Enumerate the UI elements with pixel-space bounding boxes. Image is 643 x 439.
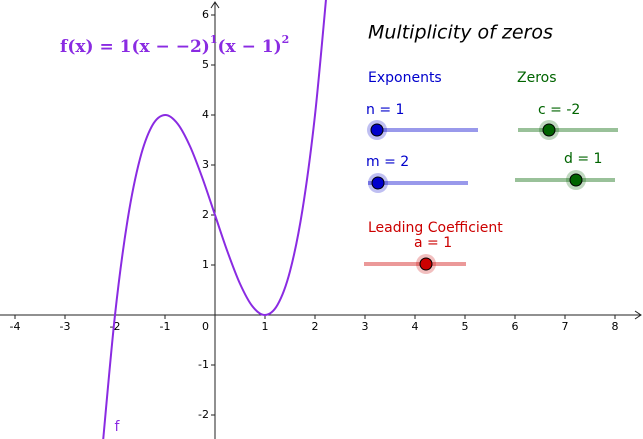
y-tick-label: -2 bbox=[198, 408, 209, 421]
slider-label: a = 1 bbox=[414, 235, 452, 251]
x-tick-label: 7 bbox=[562, 320, 569, 333]
slider[interactable] bbox=[518, 120, 618, 140]
slider-label: c = -2 bbox=[538, 102, 580, 118]
axis-arrow bbox=[634, 310, 642, 320]
label: Exponents bbox=[368, 70, 442, 86]
panel-title: Multiplicity of zeros bbox=[368, 22, 553, 44]
x-tick-label: -4 bbox=[10, 320, 21, 333]
y-tick-label: 6 bbox=[202, 8, 209, 21]
label: Zeros bbox=[517, 70, 557, 86]
formula: f(x) = 1(x − −2)1(x − 1)2 bbox=[60, 33, 289, 57]
y-tick-label: -1 bbox=[198, 358, 209, 371]
y-tick-label: 3 bbox=[202, 158, 209, 171]
formula-part: f(x) = 1(x − −2) bbox=[60, 37, 210, 57]
formula-exp: 2 bbox=[282, 33, 290, 46]
slider-knob[interactable] bbox=[569, 173, 583, 187]
slider[interactable] bbox=[368, 173, 468, 193]
curve-label: f bbox=[115, 419, 121, 435]
x-tick-label: 1 bbox=[262, 320, 269, 333]
x-tick-label: -1 bbox=[160, 320, 171, 333]
y-tick-label: 2 bbox=[202, 208, 209, 221]
slider-knob[interactable] bbox=[370, 123, 384, 137]
slider-label: n = 1 bbox=[366, 102, 404, 118]
y-tick-label: 4 bbox=[202, 108, 209, 121]
x-tick-label: 0 bbox=[202, 320, 209, 333]
y-tick-label: 1 bbox=[202, 258, 209, 271]
slider-label: m = 2 bbox=[366, 154, 409, 170]
y-tick-label: 5 bbox=[202, 58, 209, 71]
x-tick-label: -2 bbox=[110, 320, 121, 333]
x-tick-label: 4 bbox=[412, 320, 419, 333]
slider-knob[interactable] bbox=[419, 257, 433, 271]
slider[interactable] bbox=[364, 254, 466, 274]
slider-label: d = 1 bbox=[564, 151, 602, 167]
x-tick-label: 5 bbox=[462, 320, 469, 333]
x-tick-label: 2 bbox=[312, 320, 319, 333]
slider-knob[interactable] bbox=[371, 176, 385, 190]
curve bbox=[102, 0, 327, 439]
slider[interactable] bbox=[367, 120, 478, 140]
formula-exp: 1 bbox=[210, 33, 218, 46]
label: Leading Coefficient bbox=[368, 220, 503, 236]
formula-part: (x − 1) bbox=[217, 37, 281, 57]
x-tick-label: 6 bbox=[512, 320, 519, 333]
slider[interactable] bbox=[515, 170, 615, 190]
slider-knob[interactable] bbox=[542, 123, 556, 137]
x-tick-label: -3 bbox=[60, 320, 71, 333]
axis-arrow bbox=[210, 1, 220, 9]
x-tick-label: 8 bbox=[612, 320, 619, 333]
x-tick-label: 3 bbox=[362, 320, 369, 333]
